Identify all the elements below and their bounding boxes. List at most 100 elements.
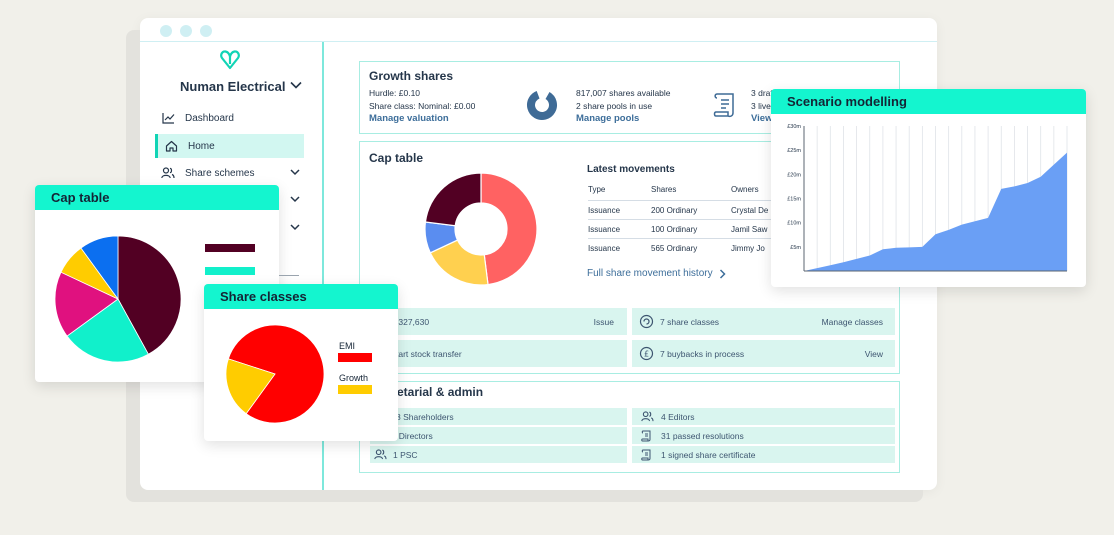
sidebar-divider — [322, 42, 324, 490]
cap-table-donut-chart — [424, 172, 538, 286]
chevron-down-icon[interactable] — [290, 195, 300, 203]
share-class-text: Share class: Nominal: £0.00 — [369, 101, 476, 111]
secretarial-title: etarial & admin — [397, 385, 484, 399]
share-classes-tile[interactable]: 7 share classes Manage classes — [632, 308, 895, 335]
certificate-tile[interactable]: 1 signed share certificate — [632, 446, 895, 463]
table-row[interactable]: Issuance 565 Ordinary Jimmy Jo — [588, 238, 788, 257]
share-history-label: Full share movement history — [587, 268, 713, 279]
users-icon — [155, 167, 181, 179]
editors-tile[interactable]: 4 Editors — [632, 408, 895, 425]
column-header: Owners — [731, 185, 759, 194]
pie-slice-0[interactable] — [480, 172, 538, 286]
legend-swatch-growth — [338, 385, 372, 394]
table-header: Type Shares Owners — [588, 180, 788, 199]
home-icon — [158, 140, 184, 152]
manage-classes-button[interactable]: Manage classes — [821, 316, 883, 327]
window-dot-maximize[interactable] — [200, 25, 212, 37]
tile-value: 4 Editors — [661, 411, 695, 422]
company-name[interactable]: Numan Electrical — [180, 79, 286, 94]
pie-slice-2[interactable] — [54, 271, 119, 337]
tile-value: tart stock transfer — [396, 348, 462, 359]
chevron-down-icon[interactable] — [290, 80, 302, 90]
scenario-area-chart: £30m £25m £20m £15m £10m £5m — [787, 124, 1068, 272]
table-cell: Crystal De — [731, 206, 769, 215]
share-classes-card: Share classes EMI Growth — [204, 284, 398, 441]
window-dot-minimize[interactable] — [180, 25, 192, 37]
area-series[interactable] — [804, 152, 1067, 271]
y-tick-label: £5m — [790, 245, 801, 251]
latest-movements-title: Latest movements — [587, 164, 675, 175]
chevron-down-icon[interactable] — [290, 223, 300, 231]
tile-value: 8 Shareholders — [396, 411, 454, 422]
cap-table-pie-chart — [54, 235, 182, 363]
y-tick-label: £25m — [787, 148, 801, 154]
live-text: 3 live — [751, 101, 771, 111]
growth-shares-title: Growth shares — [369, 69, 454, 83]
directors-tile[interactable]: . Directors — [370, 427, 627, 444]
share-history-link[interactable]: Full share movement history — [587, 268, 726, 279]
title-bar-divider — [140, 41, 937, 42]
pie-slice-4[interactable] — [80, 235, 119, 301]
column-header: Type — [588, 185, 606, 194]
table-cell: Issuance — [588, 206, 621, 215]
stock-transfer-tile[interactable]: tart stock transfer — [396, 340, 627, 367]
pie-slice-growth[interactable] — [225, 358, 276, 415]
tile-value: 31 passed resolutions — [661, 430, 744, 441]
cap-table-pie — [54, 235, 182, 363]
share-classes-pie — [225, 324, 325, 424]
pie-slice-1[interactable] — [66, 298, 149, 363]
users-icon — [641, 411, 654, 422]
hurdle-text: Hurdle: £0.10 — [369, 88, 421, 98]
sidebar-item-label: Dashboard — [185, 112, 234, 124]
table-row[interactable]: Issuance 100 Ordinary Jamil Saw — [588, 219, 788, 238]
sidebar-item-dashboard[interactable]: Dashboard — [155, 106, 304, 130]
pie-slice-emi[interactable] — [227, 324, 325, 424]
legend-swatch — [205, 244, 255, 252]
sidebar-item-home[interactable]: Home — [155, 134, 304, 158]
issue-button[interactable]: Issue — [593, 316, 614, 327]
view-link[interactable]: View — [751, 113, 773, 124]
column-header: Shares — [651, 185, 677, 194]
y-tick-label: £20m — [787, 172, 801, 178]
shares-available-text: 817,007 shares available — [576, 88, 671, 98]
users-icon — [374, 449, 387, 460]
manage-valuation-link[interactable]: Manage valuation — [369, 113, 449, 124]
chevron-down-icon[interactable] — [290, 168, 300, 176]
cap-table-card-title: Cap table — [35, 185, 279, 210]
scenario-modelling-card: Scenario modelling £30m £25m £20m £15m £10m £… — [771, 89, 1086, 287]
psc-tile[interactable]: 1 PSC — [370, 446, 627, 463]
table-cell: 565 Ordinary — [651, 244, 698, 253]
window-dot-close[interactable] — [160, 25, 172, 37]
manage-pools-link[interactable]: Manage pools — [576, 113, 640, 124]
chart-line-icon — [155, 112, 181, 124]
share-classes-pie-chart — [225, 324, 325, 424]
legend-line — [279, 275, 299, 276]
cap-table-donut — [424, 172, 538, 286]
table-cell: Jimmy Jo — [731, 244, 765, 253]
brand-logo-icon[interactable] — [219, 50, 241, 70]
window-controls — [160, 25, 212, 37]
issue-tile[interactable]: ,327,630 Issue — [396, 308, 627, 335]
tile-value: . Directors — [394, 430, 433, 441]
pie-slice-0[interactable] — [117, 235, 182, 355]
sidebar-item-label: Share schemes — [185, 167, 255, 179]
scenario-card-title: Scenario modelling — [771, 89, 1086, 114]
sidebar-item-share-schemes[interactable]: Share schemes — [155, 161, 304, 185]
table-cell: Issuance — [588, 244, 621, 253]
table-cell: 200 Ordinary — [651, 206, 698, 215]
view-buybacks-button[interactable]: View — [864, 348, 883, 359]
resolutions-tile[interactable]: 31 passed resolutions — [632, 427, 895, 444]
scroll-document-icon — [712, 91, 738, 119]
svg-text:£: £ — [644, 350, 649, 359]
chevron-right-icon — [719, 268, 726, 279]
table-cell: Issuance — [588, 225, 621, 234]
pie-slice-3[interactable] — [424, 172, 482, 227]
buybacks-tile[interactable]: £ 7 buybacks in process View — [632, 340, 895, 367]
pool-donut-icon — [526, 89, 558, 121]
tile-value: 7 buybacks in process — [660, 348, 745, 359]
shareholders-tile[interactable]: 8 Shareholders — [370, 408, 627, 425]
table-row[interactable]: Issuance 200 Ordinary Crystal De — [588, 200, 788, 219]
legend-label-emi: EMI — [339, 341, 356, 351]
legend-swatch-emi — [338, 353, 372, 362]
legend-label-growth: Growth — [339, 373, 369, 383]
